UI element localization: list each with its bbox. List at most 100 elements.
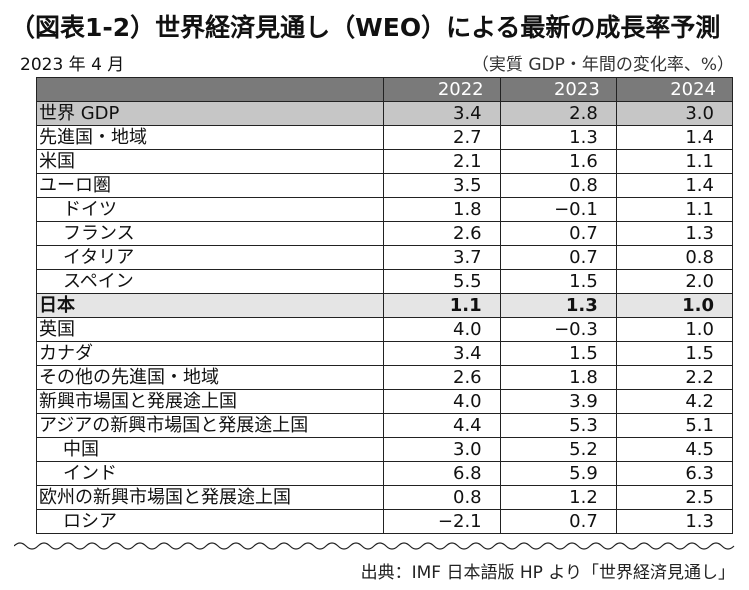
cell-value: 1.0 bbox=[616, 293, 734, 318]
table-row: 世界 GDP 3.4 2.8 3.0 bbox=[35, 101, 734, 126]
cell-value: 0.8 bbox=[616, 245, 734, 270]
table-body: 世界 GDP 3.4 2.8 3.0 先進国・地域 2.7 1.3 1.4 米国 2.1 1.6 1.… bbox=[35, 101, 734, 534]
cell-value: 0.7 bbox=[500, 245, 617, 270]
row-label: 米国 bbox=[35, 149, 385, 174]
cell-value: 1.5 bbox=[500, 269, 617, 294]
row-label: ユーロ圏 bbox=[35, 173, 385, 198]
table-row: 新興市場国と発展途上国 4.0 3.9 4.2 bbox=[35, 389, 734, 414]
unit-note: （実質 GDP・年間の変化率、%） bbox=[471, 55, 734, 75]
forecast-table: 2022 2023 2024 世界 GDP 3.4 2.8 3.0 先進国・地域 2.7 1… bbox=[35, 77, 734, 534]
cell-value: 5.3 bbox=[500, 413, 617, 438]
cell-value: 1.0 bbox=[616, 317, 734, 342]
cell-value: 4.2 bbox=[616, 389, 734, 414]
cell-value: 5.9 bbox=[500, 461, 617, 486]
cell-value: 4.0 bbox=[383, 317, 501, 342]
cell-value: −0.3 bbox=[500, 317, 617, 342]
cell-value: 2.6 bbox=[383, 221, 501, 246]
row-label: イタリア bbox=[35, 245, 385, 270]
row-label: カナダ bbox=[35, 341, 385, 366]
cell-value: 1.3 bbox=[500, 125, 617, 150]
table-row: アジアの新興市場国と発展途上国 4.4 5.3 5.1 bbox=[35, 413, 734, 438]
cell-value: −2.1 bbox=[383, 509, 501, 534]
cell-value: 1.3 bbox=[500, 293, 617, 318]
table-row: 先進国・地域 2.7 1.3 1.4 bbox=[35, 125, 734, 150]
column-header: 2024 bbox=[616, 77, 734, 102]
cell-value: 2.8 bbox=[500, 101, 617, 126]
table-row: カナダ 3.4 1.5 1.5 bbox=[35, 341, 734, 366]
cell-value: 2.2 bbox=[616, 365, 734, 390]
table-row: スペイン 5.5 1.5 2.0 bbox=[35, 269, 734, 294]
table-row: インド 6.8 5.9 6.3 bbox=[35, 461, 734, 486]
table-row: 米国 2.1 1.6 1.1 bbox=[35, 149, 734, 174]
cell-value: 1.5 bbox=[616, 341, 734, 366]
row-label: ロシア bbox=[35, 509, 385, 534]
cell-value: 1.4 bbox=[616, 125, 734, 150]
cell-value: 1.1 bbox=[383, 293, 501, 318]
row-label: アジアの新興市場国と発展途上国 bbox=[35, 413, 385, 438]
cell-value: 2.6 bbox=[383, 365, 501, 390]
table-row: ロシア −2.1 0.7 1.3 bbox=[35, 509, 734, 534]
table-break-mark bbox=[14, 542, 735, 550]
cell-value: 5.2 bbox=[500, 437, 617, 462]
source-note: 出典：IMF 日本語版 HP より「世界経済見通し」 bbox=[360, 563, 735, 583]
cell-value: 2.7 bbox=[383, 125, 501, 150]
row-label: 日本 bbox=[35, 293, 385, 318]
row-label: スペイン bbox=[35, 269, 385, 294]
cell-value: 2.0 bbox=[616, 269, 734, 294]
row-label: 新興市場国と発展途上国 bbox=[35, 389, 385, 414]
cell-value: 1.8 bbox=[383, 197, 501, 222]
cell-value: 0.8 bbox=[383, 485, 501, 510]
cell-value: 1.8 bbox=[500, 365, 617, 390]
row-label: インド bbox=[35, 461, 385, 486]
row-label: 欧州の新興市場国と発展途上国 bbox=[35, 485, 385, 510]
cell-value: 3.0 bbox=[383, 437, 501, 462]
table-row: 英国 4.0 −0.3 1.0 bbox=[35, 317, 734, 342]
cell-value: 5.1 bbox=[616, 413, 734, 438]
report-date: 2023 年 4 月 bbox=[20, 55, 125, 75]
cell-value: 1.6 bbox=[500, 149, 617, 174]
row-label: 中国 bbox=[35, 437, 385, 462]
table-row: その他の先進国・地域 2.6 1.8 2.2 bbox=[35, 365, 734, 390]
column-header: 2022 bbox=[383, 77, 501, 102]
cell-value: −0.1 bbox=[500, 197, 617, 222]
cell-value: 3.4 bbox=[383, 101, 501, 126]
cell-value: 1.1 bbox=[616, 197, 734, 222]
table-row: フランス 2.6 0.7 1.3 bbox=[35, 221, 734, 246]
table-subheader: 2023 年 4 月 （実質 GDP・年間の変化率、%） bbox=[20, 50, 734, 75]
cell-value: 3.4 bbox=[383, 341, 501, 366]
cell-value: 5.5 bbox=[383, 269, 501, 294]
table-row: 中国 3.0 5.2 4.5 bbox=[35, 437, 734, 462]
cell-value: 0.7 bbox=[500, 509, 617, 534]
cell-value: 1.3 bbox=[616, 221, 734, 246]
row-label: ドイツ bbox=[35, 197, 385, 222]
column-header: 2023 bbox=[500, 77, 617, 102]
cell-value: 1.4 bbox=[616, 173, 734, 198]
cell-value: 4.4 bbox=[383, 413, 501, 438]
cell-value: 0.8 bbox=[500, 173, 617, 198]
cell-value: 1.1 bbox=[616, 149, 734, 174]
cell-value: 1.2 bbox=[500, 485, 617, 510]
header-blank bbox=[35, 77, 385, 102]
page-title: （図表1-2）世界経済見通し（WEO）による最新の成長率予測 bbox=[10, 13, 721, 42]
cell-value: 3.5 bbox=[383, 173, 501, 198]
row-label: その他の先進国・地域 bbox=[35, 365, 385, 390]
row-label: 世界 GDP bbox=[35, 101, 385, 126]
row-label: 英国 bbox=[35, 317, 385, 342]
cell-value: 2.5 bbox=[616, 485, 734, 510]
row-label: 先進国・地域 bbox=[35, 125, 385, 150]
cell-value: 2.1 bbox=[383, 149, 501, 174]
cell-value: 6.3 bbox=[616, 461, 734, 486]
header-row: 2022 2023 2024 bbox=[35, 77, 734, 102]
table-row: ユーロ圏 3.5 0.8 1.4 bbox=[35, 173, 734, 198]
row-label: フランス bbox=[35, 221, 385, 246]
table-row: ドイツ 1.8 −0.1 1.1 bbox=[35, 197, 734, 222]
table-row: 欧州の新興市場国と発展途上国 0.8 1.2 2.5 bbox=[35, 485, 734, 510]
table-row: イタリア 3.7 0.7 0.8 bbox=[35, 245, 734, 270]
cell-value: 0.7 bbox=[500, 221, 617, 246]
cell-value: 3.9 bbox=[500, 389, 617, 414]
table-row: 日本 1.1 1.3 1.0 bbox=[35, 293, 734, 318]
cell-value: 3.0 bbox=[616, 101, 734, 126]
cell-value: 4.5 bbox=[616, 437, 734, 462]
cell-value: 3.7 bbox=[383, 245, 501, 270]
cell-value: 1.3 bbox=[616, 509, 734, 534]
